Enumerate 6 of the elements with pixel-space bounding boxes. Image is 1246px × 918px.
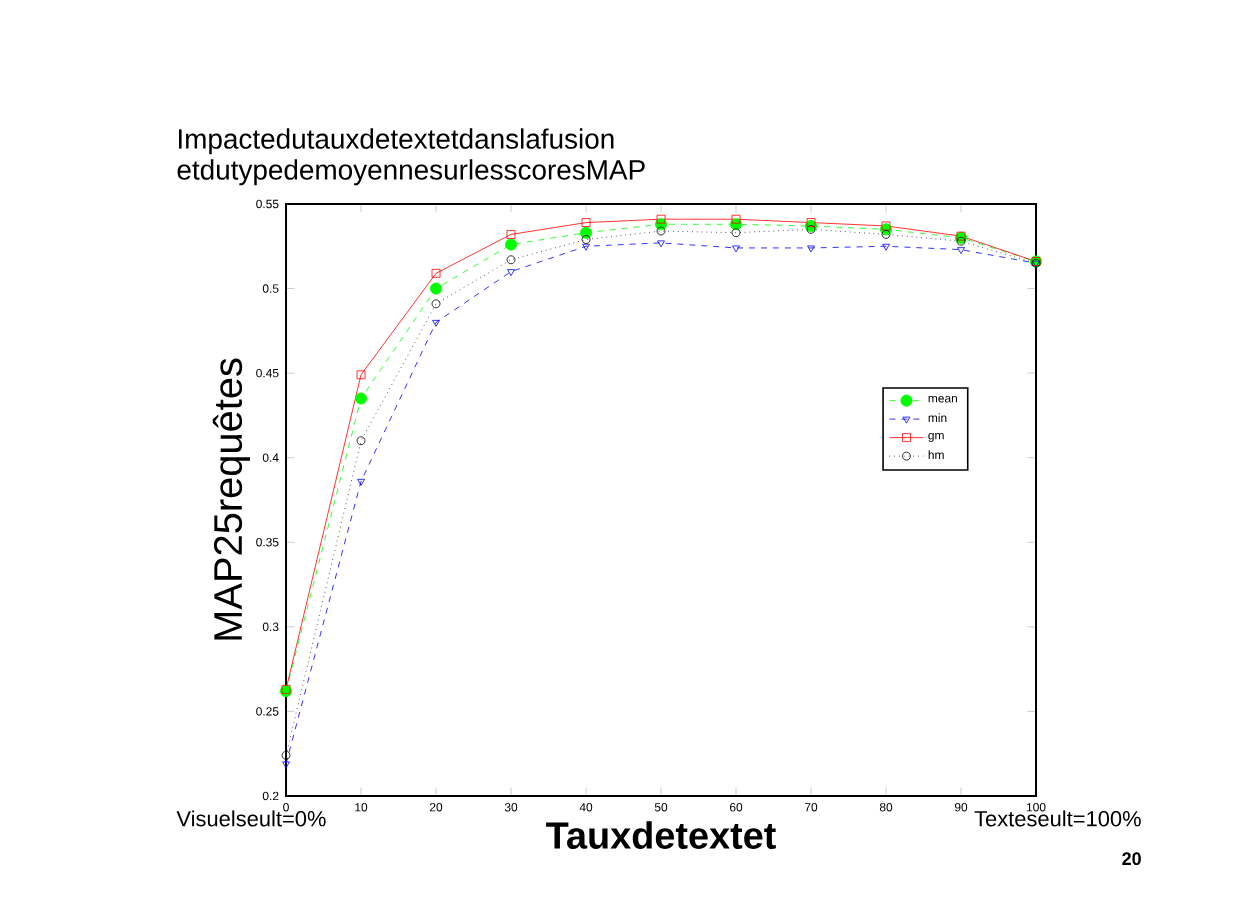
text: Texteseult=100% <box>974 810 1141 827</box>
text: 20 <box>1122 852 1141 866</box>
y-axis-title: MAP25requêtes <box>212 358 251 640</box>
chart-title: Impactedutauxdetextetdanslafusion etdutypedemoyennesurlesscoresMAP <box>177 128 645 186</box>
text: Visuelseult=0% <box>176 810 326 827</box>
x-axis-title: Tauxdetextet <box>546 821 776 849</box>
